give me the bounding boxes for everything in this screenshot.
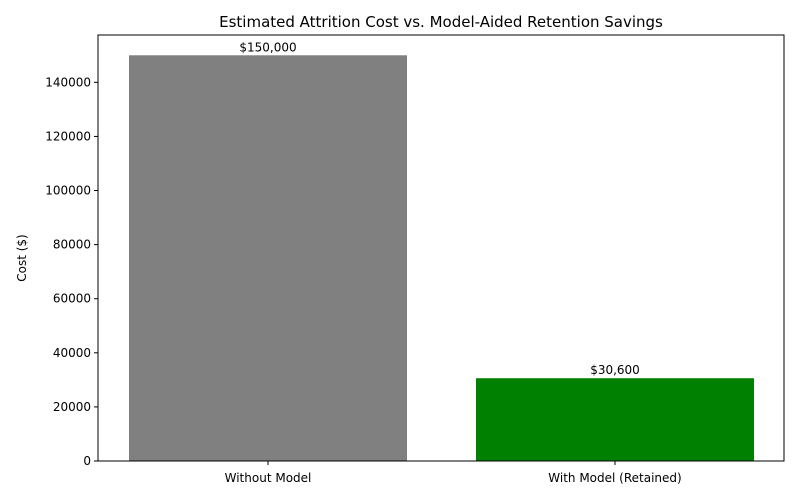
bar-value-label: $30,600 <box>590 363 640 377</box>
plot-frame <box>97 34 785 462</box>
y-tick-label: 0 <box>83 454 91 468</box>
x-tick-label: Without Model <box>225 471 312 485</box>
bar-value-label: $150,000 <box>239 40 296 54</box>
y-axis-ticks: 0 20000 40000 60000 80000 100000 120000 140000 <box>45 75 98 468</box>
y-tick-label: 40000 <box>53 346 91 360</box>
y-tick-label: 60000 <box>53 292 91 306</box>
bar-without-model <box>129 55 407 462</box>
chart-title: Estimated Attrition Cost vs. Model-Aided… <box>219 13 663 31</box>
y-tick-label: 140000 <box>45 75 91 89</box>
bars <box>129 55 754 462</box>
y-tick-label: 80000 <box>53 238 91 252</box>
x-tick-label: With Model (Retained) <box>548 471 681 485</box>
bar-with-model-retained <box>476 378 754 461</box>
y-axis-label: Cost ($) <box>15 234 29 282</box>
bar-value-labels: $150,000 $30,600 <box>239 40 639 377</box>
y-tick-label: 100000 <box>45 184 91 198</box>
y-tick-label: 20000 <box>53 400 91 414</box>
y-tick-label: 120000 <box>45 129 91 143</box>
x-axis-ticks: Without Model With Model (Retained) <box>225 461 682 485</box>
